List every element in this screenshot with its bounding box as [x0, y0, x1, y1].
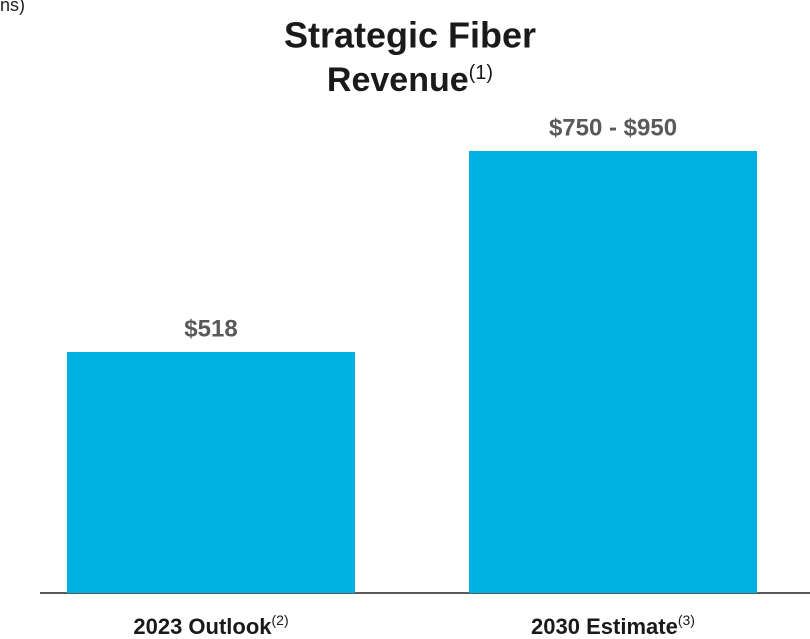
x-tick-label: 2030 Estimate(3): [531, 612, 695, 639]
x-tick-label: 2023 Outlook(2): [133, 612, 288, 639]
chart-title-line: Revenue: [327, 61, 469, 99]
category-note: (2): [272, 612, 289, 628]
corner-text: ns): [0, 0, 25, 15]
bar: [469, 151, 757, 593]
chart-title: Revenue(1): [327, 61, 493, 99]
chart-title: Strategic Fiber: [284, 15, 536, 56]
category-name: 2030 Estimate: [531, 614, 678, 639]
category-name: 2023 Outlook: [133, 614, 272, 639]
value-label: $518: [184, 315, 237, 342]
title-note: (1): [469, 62, 493, 84]
value-label: $750 - $950: [549, 114, 677, 141]
bar: [67, 351, 355, 593]
category-note: (3): [678, 612, 695, 628]
